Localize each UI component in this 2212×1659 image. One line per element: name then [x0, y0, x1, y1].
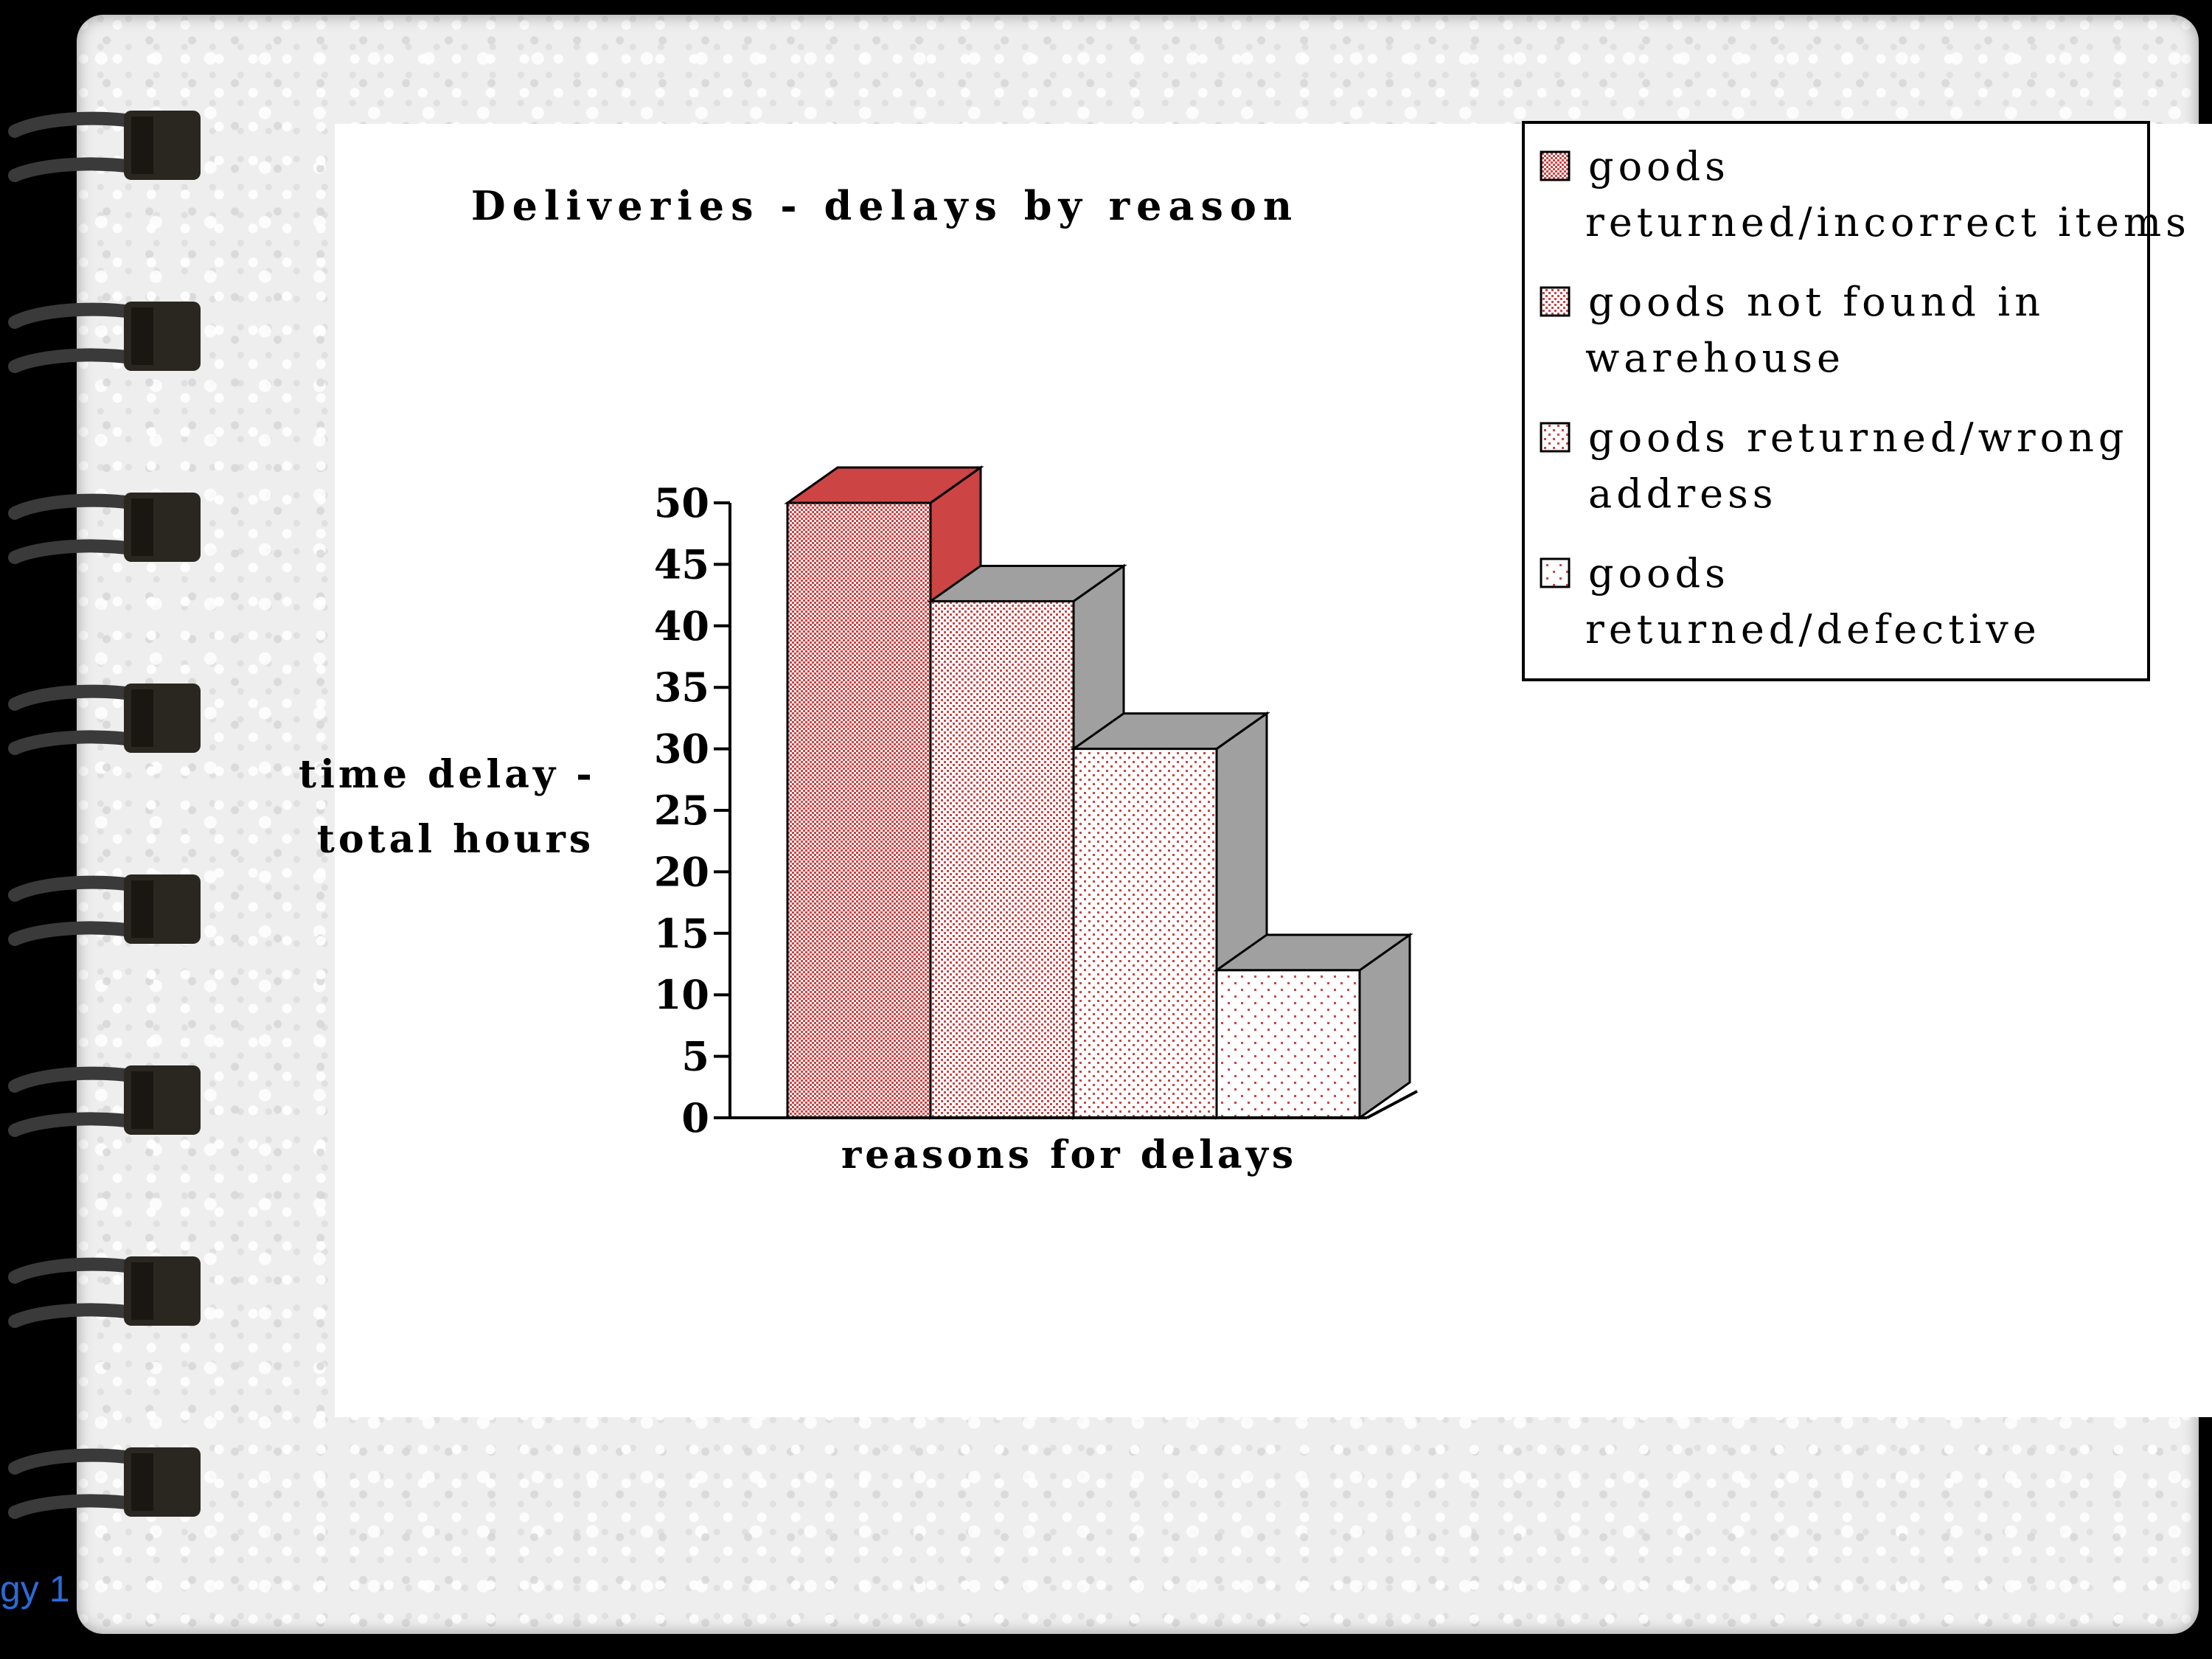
legend-label: goods returned/wrong address [1588, 414, 2128, 517]
y-tick-label: 40 [654, 602, 709, 650]
y-axis-title: time delay - total hours [299, 752, 613, 862]
y-tick-label: 45 [654, 540, 709, 588]
legend-entry-2: goods not found in warehouse [1540, 279, 2045, 381]
y-axis-title-line-2: total hours [317, 817, 594, 862]
y-tick-label: 30 [654, 726, 709, 773]
bars [784, 465, 1413, 1120]
y-tick-label: 15 [654, 910, 709, 957]
legend-label: goods returned/defective [1585, 550, 2041, 653]
legend-box [1522, 121, 2150, 681]
y-tick-label: 25 [654, 787, 709, 834]
x-axis-depth-line [1366, 1090, 1418, 1119]
footer-text: gy 1 [0, 1568, 70, 1610]
bar-front-face [929, 599, 1075, 1119]
legend-label: goods returned/incorrect items [1585, 143, 2191, 246]
y-tick-label: 5 [681, 1033, 709, 1080]
binding-ring [8, 111, 201, 182]
y-tick-label: 35 [654, 664, 709, 711]
binding-ring [8, 874, 201, 946]
y-tick-label: 20 [654, 848, 709, 895]
legend-entry-4: goods returned/defective [1540, 550, 2041, 653]
legend-entry-3: goods returned/wrong address [1540, 414, 2128, 517]
bar-front-face [1215, 969, 1361, 1119]
legend: goods returned/incorrect items goods not f… [1522, 121, 2191, 681]
bar-front-face [786, 501, 932, 1119]
legend-swatch [1540, 286, 1571, 317]
binding-ring [8, 493, 201, 564]
binding-ring [8, 1065, 201, 1137]
axes [728, 503, 1418, 1119]
spiral-binding [8, 111, 201, 1519]
y-tick-label: 50 [654, 479, 709, 526]
binding-ring [8, 1447, 201, 1519]
y-tick-label: 10 [654, 971, 709, 1018]
binding-ring [8, 1256, 201, 1328]
bar-front-face [1072, 748, 1218, 1119]
y-axis-title-line-1: time delay - [299, 752, 596, 797]
y-axis-ticks: 0 5 10 15 20 25 30 35 40 45 50 [654, 479, 730, 1141]
chart-title: Deliveries - delays by reason [471, 182, 1298, 229]
y-tick-label: 0 [681, 1094, 709, 1141]
bar-4 [1213, 932, 1413, 1120]
legend-swatch [1540, 422, 1571, 453]
legend-label: goods not found in warehouse [1585, 279, 2045, 381]
binding-ring [8, 302, 201, 373]
legend-swatch [1540, 557, 1571, 588]
binding-ring [8, 684, 201, 755]
legend-entry-1: goods returned/incorrect items [1540, 143, 2191, 246]
x-axis-title: reasons for delays [841, 1133, 1297, 1178]
legend-swatch [1540, 150, 1571, 181]
